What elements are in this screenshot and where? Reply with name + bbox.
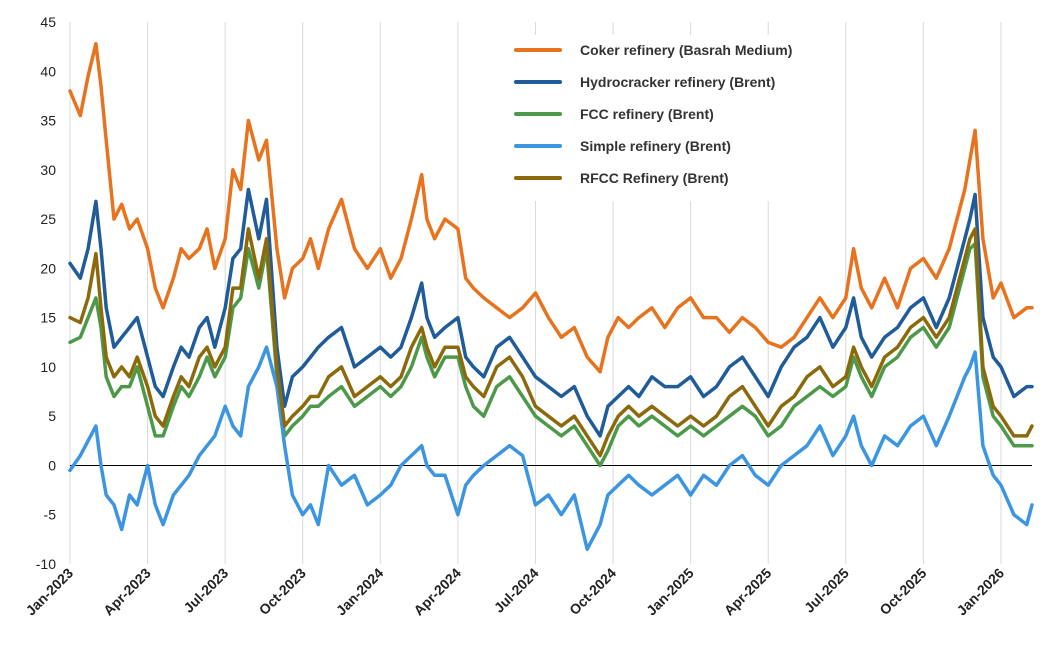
- y-tick-label: 5: [48, 408, 56, 424]
- y-tick-label: -5: [44, 507, 57, 523]
- legend-label: Simple refinery (Brent): [580, 138, 731, 154]
- series-line-3: [68, 241, 1034, 468]
- y-tick-label: 0: [48, 457, 56, 473]
- y-tick-label: 30: [40, 162, 56, 178]
- legend: Coker refinery (Basrah Medium) Hydrocrack…: [508, 35, 798, 201]
- series-line-1: [68, 41, 1034, 374]
- series-line-2: [68, 187, 1034, 438]
- series-lines: [68, 41, 1034, 551]
- legend-label: RFCC Refinery (Brent): [580, 170, 729, 186]
- y-tick-label: 45: [40, 14, 56, 30]
- y-tick-label: 10: [40, 359, 56, 375]
- legend-background: [508, 35, 798, 201]
- legend-label: Coker refinery (Basrah Medium): [580, 42, 792, 58]
- y-tick-label: 25: [40, 211, 56, 227]
- series-line-5: [68, 227, 1034, 458]
- series-line-4: [68, 345, 1034, 551]
- y-tick-label: 15: [40, 310, 56, 326]
- legend-label: FCC refinery (Brent): [580, 106, 714, 122]
- y-tick-label: -10: [36, 556, 56, 572]
- y-tick-label: 20: [40, 260, 56, 276]
- y-tick-label: 35: [40, 113, 56, 129]
- y-tick-label: 40: [40, 63, 56, 79]
- legend-label: Hydrocracker refinery (Brent): [580, 74, 775, 90]
